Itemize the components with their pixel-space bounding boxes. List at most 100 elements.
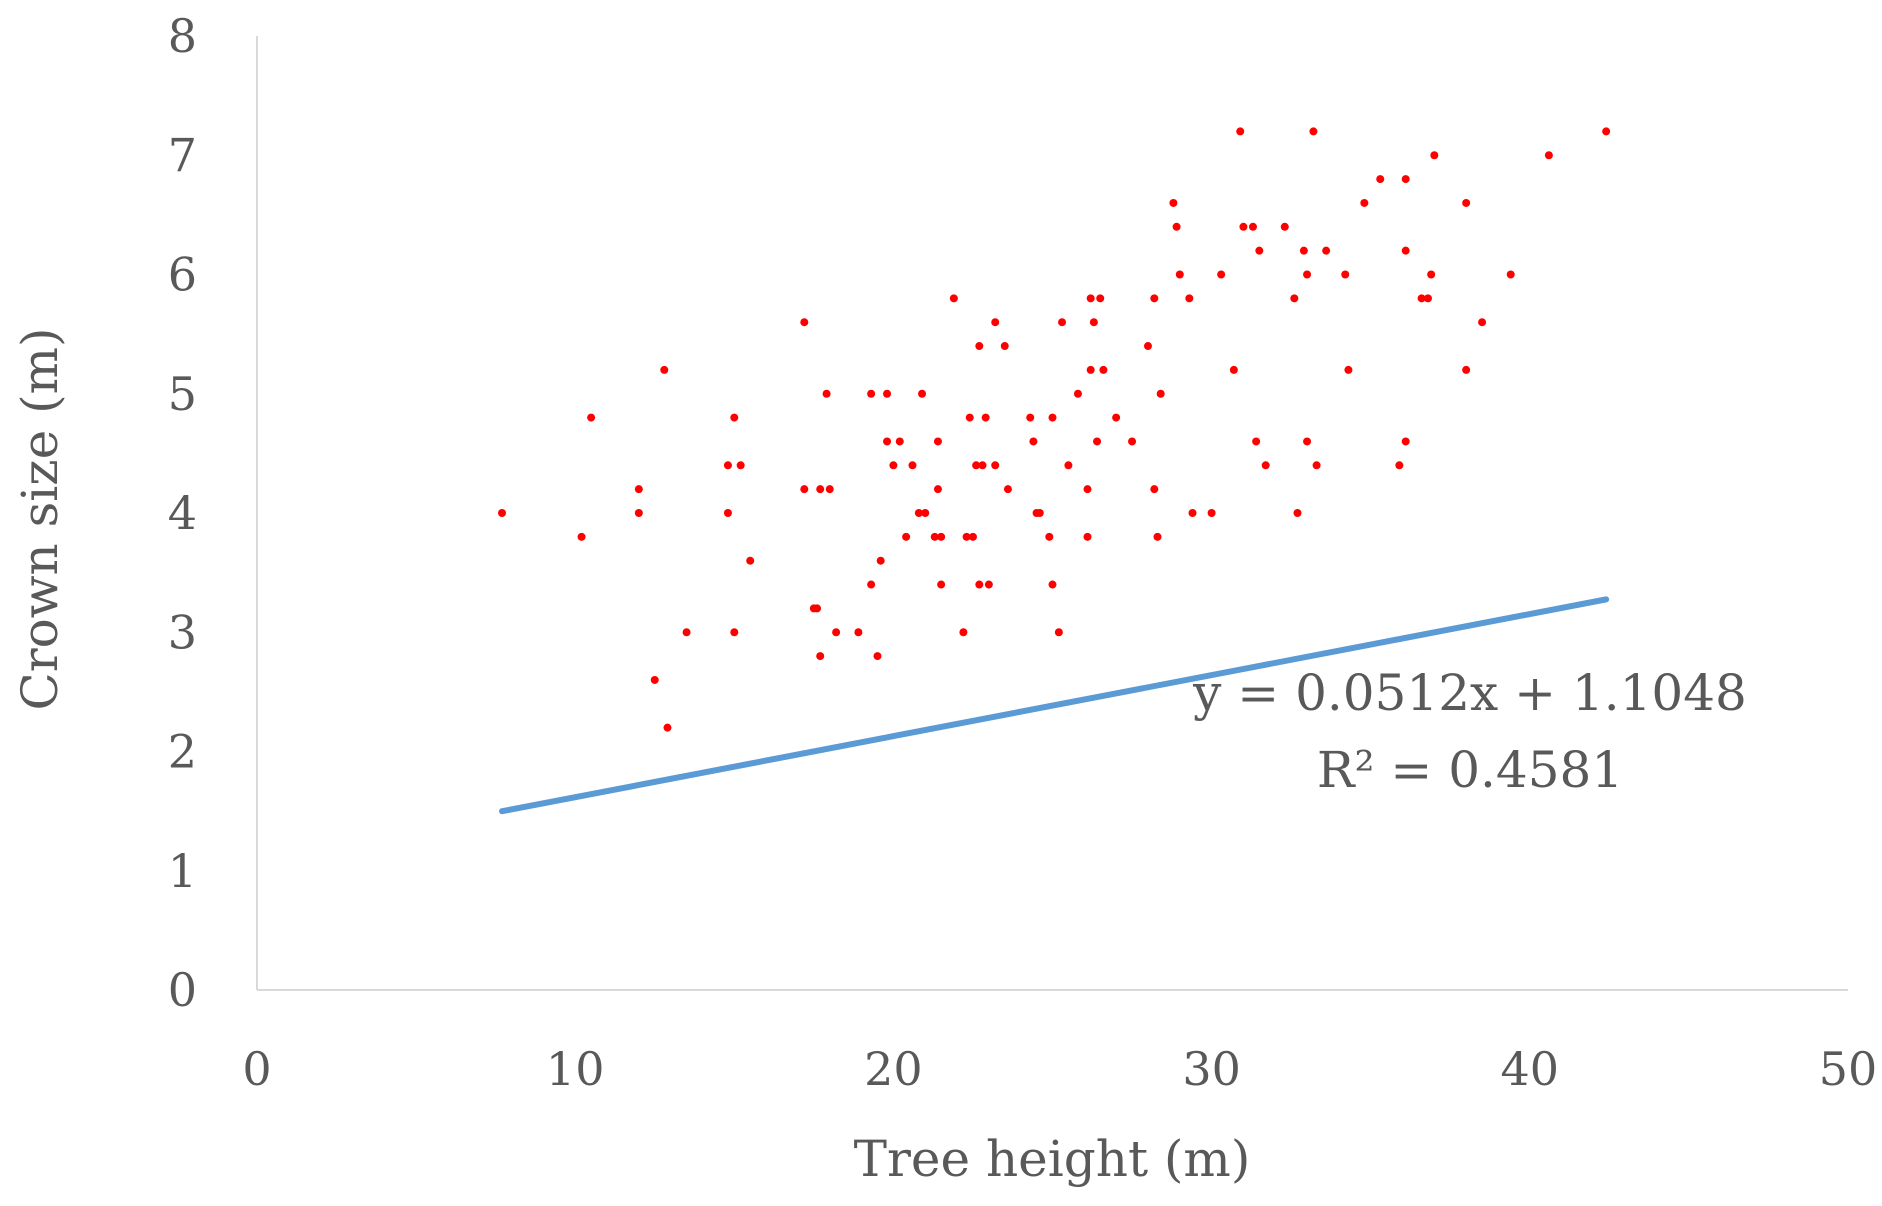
- data-point: [1156, 389, 1165, 398]
- data-point: [1029, 437, 1038, 446]
- data-point: [1261, 461, 1270, 470]
- data-point: [1478, 318, 1487, 327]
- data-point: [1236, 127, 1245, 136]
- data-point: [1003, 485, 1012, 494]
- trendline-equation: y = 0.0512x + 1.1048: [1192, 664, 1747, 722]
- data-point: [1086, 294, 1095, 303]
- data-point: [968, 532, 977, 541]
- data-point: [978, 461, 987, 470]
- data-point: [962, 532, 971, 541]
- y-tick-label: 6: [168, 248, 197, 302]
- data-point: [1150, 294, 1159, 303]
- data-point: [1293, 509, 1302, 517]
- x-axis-title: Tree height (m): [854, 1130, 1251, 1188]
- data-point: [1341, 270, 1350, 279]
- scatter-points: [498, 127, 1611, 732]
- data-point: [822, 389, 831, 398]
- data-point: [1423, 294, 1432, 303]
- data-point: [991, 461, 1000, 470]
- data-point: [577, 532, 586, 541]
- data-point: [800, 485, 809, 494]
- data-point: [914, 509, 923, 517]
- data-point: [1544, 151, 1553, 160]
- x-tick-label: 30: [1182, 1042, 1241, 1096]
- data-point: [1506, 270, 1515, 279]
- data-point: [1073, 389, 1082, 398]
- data-point: [1602, 127, 1611, 136]
- data-point: [498, 509, 507, 517]
- data-point: [682, 628, 691, 637]
- data-point: [933, 437, 942, 446]
- data-point: [1229, 365, 1238, 374]
- data-point: [1169, 198, 1178, 207]
- data-point: [1175, 270, 1184, 279]
- data-point: [1360, 198, 1369, 207]
- y-tick-label: 2: [168, 725, 197, 779]
- data-point: [933, 485, 942, 494]
- x-tick-label: 20: [864, 1042, 923, 1096]
- data-point: [1086, 365, 1095, 374]
- data-point: [587, 413, 596, 422]
- y-tick-label: 5: [168, 367, 197, 421]
- data-point: [1083, 532, 1092, 541]
- data-point: [746, 556, 755, 565]
- data-point: [965, 413, 974, 422]
- data-point: [800, 318, 809, 327]
- linear-trendline: [499, 596, 1610, 815]
- data-point: [1045, 532, 1054, 541]
- y-tick-label: 8: [168, 9, 197, 63]
- data-point: [1099, 365, 1108, 374]
- data-point: [1401, 175, 1410, 184]
- data-point: [663, 723, 672, 732]
- data-point: [1401, 246, 1410, 255]
- data-point: [1185, 294, 1194, 303]
- data-point: [1058, 318, 1067, 327]
- x-axis-tick-labels: 0 10 20 30 40 50: [242, 1042, 1877, 1096]
- data-point: [1000, 342, 1009, 351]
- data-point: [1188, 509, 1197, 517]
- data-point: [660, 365, 669, 374]
- data-point: [730, 628, 739, 637]
- data-point: [984, 580, 993, 589]
- data-point: [1093, 437, 1102, 446]
- data-point: [1096, 294, 1105, 303]
- data-point: [813, 604, 822, 613]
- data-point: [1054, 628, 1063, 637]
- data-point: [1430, 151, 1439, 160]
- data-point: [1401, 437, 1410, 446]
- data-point: [854, 628, 863, 637]
- data-point: [908, 461, 917, 470]
- r-squared-label: R² = 0.4581: [1317, 741, 1623, 799]
- y-axis-tick-labels: 0 1 2 3 4 5 6 7 8: [168, 9, 197, 1017]
- data-point: [825, 485, 834, 494]
- data-point: [1026, 413, 1035, 422]
- data-point: [1427, 270, 1436, 279]
- data-point: [1417, 294, 1426, 303]
- y-tick-label: 7: [168, 128, 197, 182]
- data-point: [1143, 342, 1152, 351]
- data-point: [975, 342, 984, 351]
- data-point: [975, 580, 984, 589]
- data-point: [937, 580, 946, 589]
- data-point: [949, 294, 958, 303]
- y-tick-label: 3: [168, 605, 197, 659]
- data-point: [918, 389, 927, 398]
- data-point: [981, 413, 990, 422]
- data-point: [1064, 461, 1073, 470]
- data-point: [1150, 485, 1159, 494]
- data-point: [723, 509, 732, 517]
- data-point: [634, 509, 643, 517]
- data-point: [883, 437, 892, 446]
- data-point: [1239, 222, 1248, 231]
- data-point: [889, 461, 898, 470]
- data-point: [991, 318, 1000, 327]
- data-point: [930, 532, 939, 541]
- data-point: [1255, 246, 1264, 255]
- y-tick-label: 1: [168, 844, 197, 898]
- data-point: [1048, 413, 1057, 422]
- data-point: [873, 652, 882, 661]
- data-point: [921, 509, 930, 517]
- data-point: [1128, 437, 1137, 446]
- data-point: [1303, 270, 1312, 279]
